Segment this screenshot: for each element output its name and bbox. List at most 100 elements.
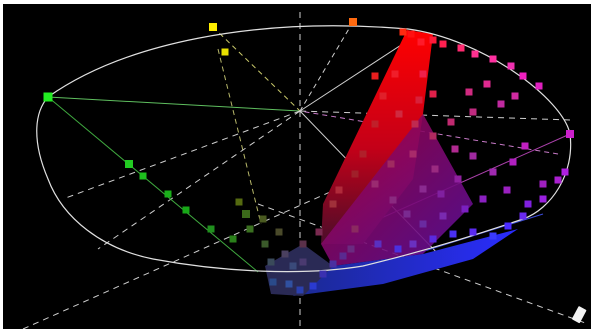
color-sample-point xyxy=(554,176,562,184)
color-sample-point xyxy=(439,40,447,48)
color-sample-point xyxy=(566,130,574,138)
color-sample-point xyxy=(285,280,293,288)
color-sample-point xyxy=(457,44,465,52)
color-sample-point xyxy=(403,210,411,218)
color-sample-point xyxy=(411,120,419,128)
color-sample-point xyxy=(419,220,427,228)
color-sample-point xyxy=(267,258,275,266)
color-sample-point xyxy=(409,240,417,248)
color-sample-point xyxy=(519,72,527,80)
color-sample-point xyxy=(415,96,423,104)
color-sample-point xyxy=(125,160,133,168)
color-sample-point xyxy=(439,212,447,220)
diagonal-axis-left xyxy=(22,183,349,329)
color-sample-point xyxy=(519,212,527,220)
color-sample-point xyxy=(489,168,497,176)
color-sample-point xyxy=(521,142,529,150)
color-gamut-3d-viewport[interactable] xyxy=(3,4,591,329)
color-sample-point xyxy=(535,82,543,90)
color-gamut-3d-plot xyxy=(22,12,589,329)
color-sample-point xyxy=(229,235,237,243)
color-sample-point xyxy=(261,240,269,248)
color-sample-point xyxy=(391,70,399,78)
spoke-back-left xyxy=(62,110,301,200)
grip-handle-icon[interactable] xyxy=(572,306,587,324)
color-sample-point xyxy=(221,48,229,56)
color-sample-point xyxy=(374,240,382,248)
color-sample-point xyxy=(164,190,172,198)
color-sample-point xyxy=(407,30,415,38)
color-sample-point xyxy=(431,165,439,173)
diagonal-axis-right xyxy=(257,203,589,325)
spoke-red xyxy=(299,33,419,112)
green-edge xyxy=(47,96,259,273)
color-sample-point xyxy=(349,18,357,26)
color-sample-point xyxy=(335,186,343,194)
color-sample-point xyxy=(429,36,437,44)
color-sample-point xyxy=(209,23,217,31)
color-sample-point xyxy=(242,210,250,218)
color-sample-point xyxy=(43,92,53,102)
color-sample-point xyxy=(389,196,397,204)
color-sample-point xyxy=(379,92,387,100)
spoke-yellow-down xyxy=(217,48,262,225)
color-sample-point xyxy=(289,262,297,270)
color-sample-point xyxy=(419,185,427,193)
color-sample-point xyxy=(449,230,457,238)
color-sample-point xyxy=(351,225,359,233)
color-sample-point xyxy=(461,205,469,213)
color-sample-point xyxy=(483,80,491,88)
color-sample-point xyxy=(275,228,283,236)
gamut-volume xyxy=(265,30,518,296)
color-sample-point xyxy=(409,150,417,158)
red-fan xyxy=(321,30,433,244)
color-sample-point xyxy=(371,72,379,80)
spoke-orange xyxy=(299,21,354,112)
color-sample-point xyxy=(417,38,425,46)
color-sample-point xyxy=(319,270,327,278)
color-sample-point xyxy=(329,260,337,268)
color-sample-point xyxy=(503,186,511,194)
color-sample-point xyxy=(299,240,307,248)
color-sample-point xyxy=(511,92,519,100)
color-sample-point xyxy=(454,175,462,183)
color-sample-point xyxy=(469,108,477,116)
color-sample-point xyxy=(539,180,547,188)
spoke-yellow xyxy=(212,26,301,112)
color-sample-point xyxy=(489,55,497,63)
color-sample-point xyxy=(471,50,479,58)
color-sample-point xyxy=(429,235,437,243)
color-sample-point xyxy=(299,258,307,266)
spoke-magenta-right xyxy=(299,110,571,121)
color-sample-point xyxy=(339,252,347,260)
color-sample-point xyxy=(371,180,379,188)
color-sample-point xyxy=(395,110,403,118)
color-sample-point xyxy=(394,245,402,253)
color-sample-point xyxy=(399,28,407,36)
color-sample-point xyxy=(139,172,147,180)
color-sample-point xyxy=(347,245,355,253)
color-sample-point xyxy=(489,232,497,240)
color-sample-point xyxy=(429,132,437,140)
blue-fan xyxy=(293,229,518,296)
color-sample-point xyxy=(524,200,532,208)
color-sample-point xyxy=(469,228,477,236)
color-sample-point xyxy=(479,195,487,203)
color-sample-point xyxy=(315,228,323,236)
color-sample-point xyxy=(235,198,243,206)
spoke-green-back xyxy=(47,96,301,112)
color-sample-point xyxy=(387,160,395,168)
color-sample-point xyxy=(451,145,459,153)
color-sample-point xyxy=(437,190,445,198)
color-sample-point xyxy=(296,286,304,294)
spoke-front-left xyxy=(97,110,301,250)
color-sample-point xyxy=(419,70,427,78)
color-sample-points xyxy=(43,18,574,294)
color-sample-point xyxy=(509,158,517,166)
color-sample-point xyxy=(429,90,437,98)
color-sample-point xyxy=(447,118,455,126)
color-sample-point xyxy=(497,100,505,108)
color-sample-point xyxy=(539,195,547,203)
color-sample-point xyxy=(371,120,379,128)
color-sample-point xyxy=(329,200,337,208)
